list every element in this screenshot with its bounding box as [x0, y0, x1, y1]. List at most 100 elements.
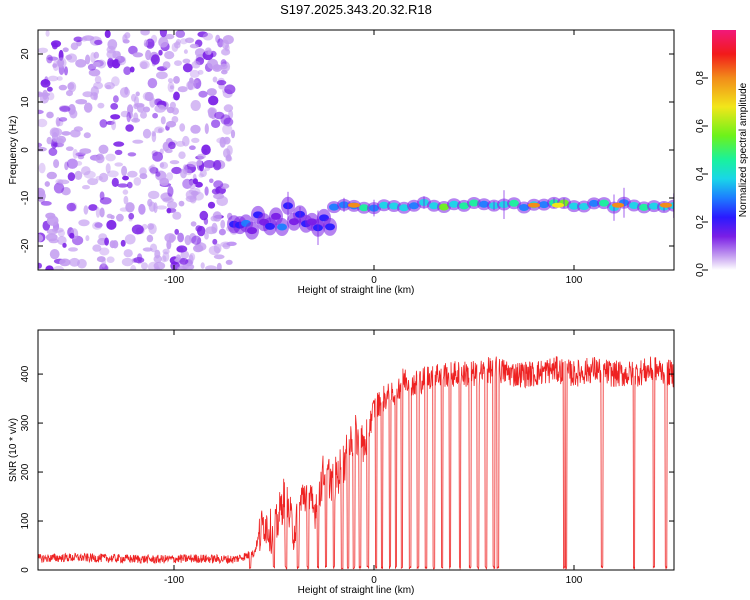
- heatmap-cell: [173, 76, 180, 84]
- heatmap-cell: [167, 186, 174, 197]
- heatmap-cell: [201, 144, 211, 156]
- heatmap-cell: [83, 170, 96, 179]
- heatmap-cell: [110, 114, 121, 120]
- heatmap-cell: [132, 139, 144, 144]
- heatmap-cell: [39, 93, 50, 104]
- heatmap-cell: [189, 43, 199, 49]
- heatmap-cell: [175, 254, 181, 261]
- heatmap-cell: [75, 161, 83, 166]
- heatmap-cell: [52, 63, 58, 68]
- heatmap-cell: [51, 127, 63, 137]
- heatmap-cell: [197, 153, 206, 160]
- heatmap-cell: [469, 199, 479, 207]
- heatmap-cell: [145, 38, 155, 49]
- heatmap-cell: [99, 172, 109, 183]
- heatmap-cell: [56, 76, 63, 81]
- heatmap-cell: [53, 159, 60, 169]
- heatmap-cell: [211, 119, 221, 128]
- heatmap-cell: [75, 99, 88, 105]
- heatmap-cell: [38, 162, 46, 174]
- heatmap-cell: [128, 45, 138, 55]
- heatmap-cell: [99, 191, 105, 200]
- heatmap-cell: [51, 227, 64, 233]
- spectrogram-x-axis: -100 0 100: [164, 30, 583, 286]
- heatmap-cell: [48, 147, 58, 156]
- heatmap-cell: [169, 160, 180, 165]
- heatmap-cell: [137, 253, 143, 262]
- heatmap-cell: [175, 30, 186, 38]
- heatmap-cell: [56, 57, 67, 69]
- heatmap-cell: [114, 162, 123, 167]
- heatmap-cell: [184, 37, 195, 44]
- heatmap-cell: [73, 126, 83, 132]
- heatmap-cell: [57, 235, 67, 245]
- heatmap-cell: [40, 201, 52, 206]
- heatmap-cell: [200, 262, 205, 269]
- heatmap-cell: [64, 161, 69, 171]
- heatmap-cell: [114, 149, 123, 155]
- heatmap-cell: [83, 205, 89, 215]
- heatmap-cell: [207, 58, 219, 70]
- heatmap-cell: [48, 238, 59, 244]
- heatmap-cell: [198, 90, 208, 98]
- colorbar-ticks: 0.0 0.2 0.4 0.6 0.8: [695, 71, 708, 277]
- heatmap-cell: [138, 203, 146, 215]
- x-tick-label: 0: [371, 575, 377, 586]
- heatmap-cell: [205, 265, 217, 270]
- heatmap-cell: [131, 224, 144, 235]
- heatmap-cell: [216, 262, 222, 270]
- heatmap-cell: [70, 42, 79, 50]
- heatmap-cell: [50, 40, 62, 48]
- x-tick-label: 100: [566, 575, 583, 586]
- heatmap-cell: [87, 178, 99, 186]
- heatmap-cell: [222, 39, 229, 50]
- heatmap-cell: [177, 86, 188, 93]
- heatmap-cell: [99, 119, 108, 128]
- heatmap-cell: [148, 201, 156, 212]
- heatmap-cell: [128, 212, 135, 220]
- heatmap-cell: [101, 257, 106, 268]
- heatmap-cell: [131, 117, 141, 123]
- heatmap-cell: [159, 161, 169, 169]
- heatmap-cell: [78, 219, 90, 227]
- heatmap-cell: [120, 239, 126, 247]
- heatmap-cell: [130, 264, 137, 270]
- heatmap-cell: [113, 141, 125, 147]
- heatmap-cell: [165, 33, 175, 40]
- heatmap-cell: [179, 123, 186, 132]
- heatmap-cell: [158, 104, 165, 110]
- heatmap-streak: [563, 198, 565, 208]
- heatmap-cell: [58, 84, 68, 91]
- heatmap-cell: [189, 69, 200, 78]
- heatmap-cell: [38, 118, 48, 128]
- heatmap-cell: [97, 102, 105, 109]
- heatmap-cell: [171, 166, 183, 175]
- heatmap-cell: [135, 91, 140, 97]
- heatmap-cell: [158, 49, 163, 56]
- heatmap-cell: [83, 102, 93, 113]
- heatmap-cell: [191, 235, 202, 245]
- x-tick-label: 100: [566, 275, 583, 286]
- heatmap-cell: [178, 151, 186, 159]
- heatmap-cell: [579, 203, 589, 210]
- snr-y-label: SNR (10 * v/v): [8, 418, 19, 482]
- heatmap-cell: [213, 254, 225, 260]
- heatmap-cell: [38, 109, 44, 115]
- colorbar-tick-label: 0.0: [695, 263, 706, 277]
- heatmap-cell: [265, 222, 275, 230]
- heatmap-cell: [106, 219, 117, 230]
- heatmap-cell: [198, 173, 204, 178]
- heatmap-cell: [223, 117, 234, 127]
- heatmap-cell: [219, 63, 228, 70]
- heatmap-cell: [203, 160, 216, 169]
- heatmap-cell: [98, 144, 109, 154]
- heatmap-streak: [317, 210, 319, 245]
- heatmap-cell: [180, 168, 187, 179]
- heatmap-cell: [160, 116, 166, 125]
- heatmap-cell: [191, 60, 201, 69]
- heatmap-cell: [166, 207, 172, 214]
- heatmap-cell: [111, 76, 120, 87]
- heatmap-cell: [67, 82, 75, 90]
- heatmap-cell: [69, 109, 78, 119]
- heatmap-cell: [79, 148, 92, 155]
